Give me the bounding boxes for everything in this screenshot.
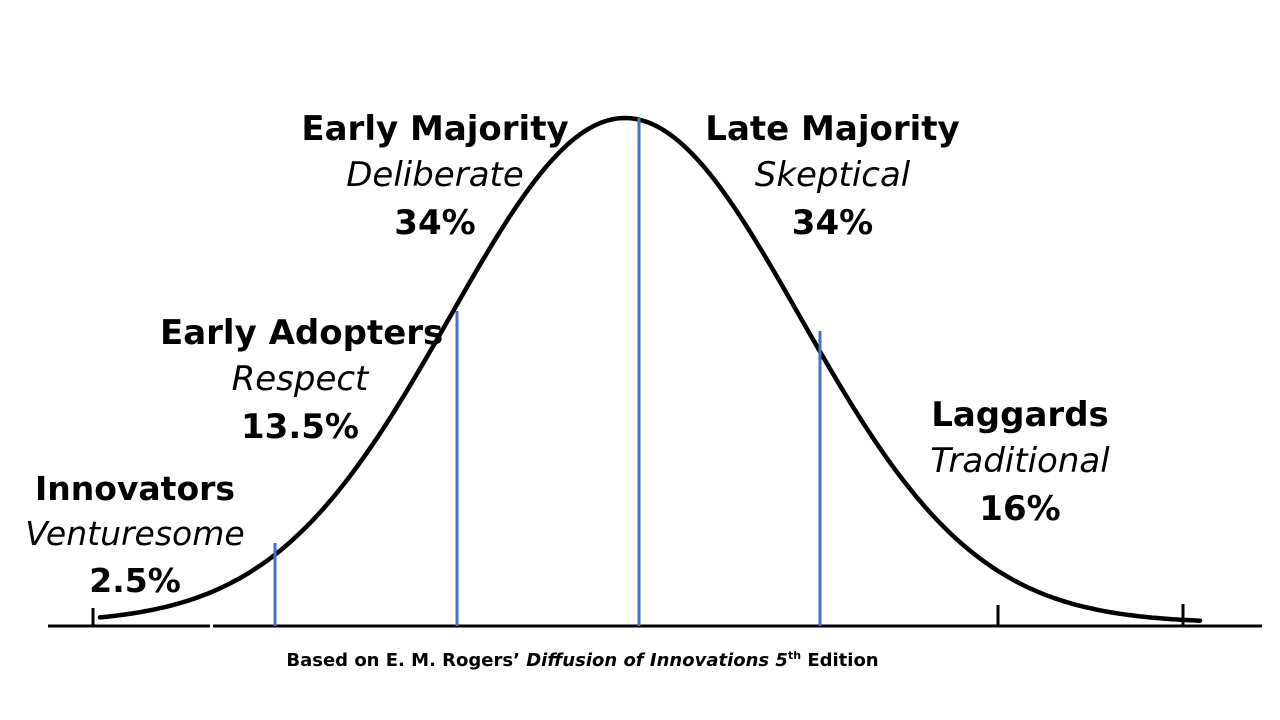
segment-trait: Traditional — [930, 441, 1110, 481]
segment-percent: 16% — [979, 489, 1061, 529]
segment-trait: Deliberate — [346, 155, 524, 195]
segment-name: Laggards — [931, 395, 1109, 435]
segment-label-early-majority: Early Majority Deliberate 34% — [300, 112, 570, 240]
bell-curve — [97, 115, 1203, 623]
segment-name: Early Majority — [301, 109, 569, 149]
segment-trait: Skeptical — [754, 155, 911, 195]
segment-name: Early Adopters — [160, 313, 444, 353]
segment-label-innovators: Innovators Venturesome 2.5% — [10, 472, 260, 597]
segment-name: Innovators — [34, 469, 236, 508]
segment-percent: 13.5% — [241, 407, 359, 447]
segment-label-early-adopters: Early Adopters Respect 13.5% — [160, 313, 444, 447]
segment-label-laggards: Laggards Traditional 16% — [915, 398, 1125, 526]
caption-edition-number: 5 — [769, 650, 788, 671]
segment-name: Late Majority — [705, 109, 960, 149]
segment-percent: 2.5% — [89, 561, 181, 600]
segment-percent: 34% — [394, 203, 476, 243]
segment-label-late-majority: Late Majority Skeptical 34% — [700, 112, 965, 240]
segment-percent: 34% — [791, 203, 874, 243]
source-caption: Based on E. M. Rogers’ Diffusion of Inno… — [0, 650, 1165, 672]
segment-trait: Venturesome — [25, 514, 245, 553]
caption-book-title: Diffusion of Innovations — [526, 650, 770, 671]
caption-prefix: Based on E. M. Rogers’ — [286, 650, 527, 671]
caption-edition-suffix: th — [787, 649, 802, 662]
segment-trait: Respect — [231, 359, 369, 399]
caption-edition-word: Edition — [801, 650, 879, 671]
